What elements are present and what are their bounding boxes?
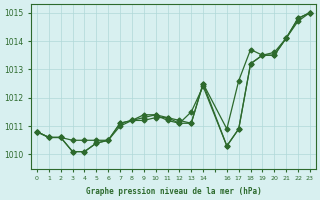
X-axis label: Graphe pression niveau de la mer (hPa): Graphe pression niveau de la mer (hPa) — [85, 187, 261, 196]
